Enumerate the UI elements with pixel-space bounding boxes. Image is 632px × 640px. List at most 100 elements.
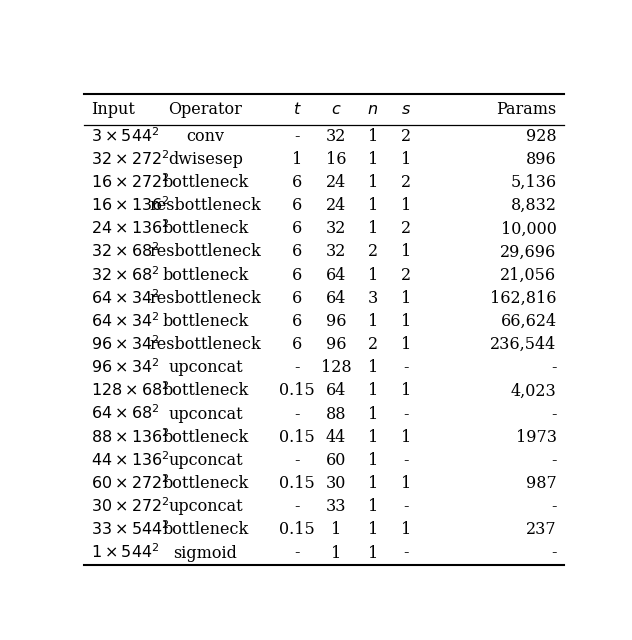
Text: 896: 896 — [526, 151, 557, 168]
Text: 1: 1 — [368, 452, 378, 469]
Text: -: - — [551, 452, 557, 469]
Text: 96: 96 — [326, 313, 346, 330]
Text: 1: 1 — [331, 522, 341, 538]
Text: 33: 33 — [326, 499, 346, 515]
Text: 4,023: 4,023 — [511, 383, 557, 399]
Text: 10,000: 10,000 — [501, 220, 557, 237]
Text: 1: 1 — [368, 522, 378, 538]
Text: 1: 1 — [368, 174, 378, 191]
Text: 1: 1 — [368, 128, 378, 145]
Text: 2: 2 — [401, 128, 411, 145]
Text: resbottleneck: resbottleneck — [150, 197, 261, 214]
Text: $96 \times 34^2$: $96 \times 34^2$ — [91, 335, 160, 354]
Text: resbottleneck: resbottleneck — [150, 336, 261, 353]
Text: 6: 6 — [292, 243, 302, 260]
Text: Input: Input — [91, 101, 135, 118]
Text: $c$: $c$ — [331, 101, 341, 118]
Text: -: - — [551, 545, 557, 561]
Text: $s$: $s$ — [401, 101, 411, 118]
Text: 1: 1 — [368, 220, 378, 237]
Text: 6: 6 — [292, 313, 302, 330]
Text: 5,136: 5,136 — [511, 174, 557, 191]
Text: $n$: $n$ — [367, 101, 379, 118]
Text: $60 \times 272^2$: $60 \times 272^2$ — [91, 474, 170, 493]
Text: 1: 1 — [368, 359, 378, 376]
Text: -: - — [295, 545, 300, 561]
Text: bottleneck: bottleneck — [162, 383, 248, 399]
Text: 6: 6 — [292, 267, 302, 284]
Text: 1: 1 — [401, 522, 411, 538]
Text: bottleneck: bottleneck — [162, 522, 248, 538]
Text: 2: 2 — [401, 220, 411, 237]
Text: $33 \times 544^2$: $33 \times 544^2$ — [91, 520, 170, 540]
Text: 0.15: 0.15 — [279, 475, 315, 492]
Text: bottleneck: bottleneck — [162, 429, 248, 446]
Text: 1: 1 — [368, 545, 378, 561]
Text: 21,056: 21,056 — [501, 267, 557, 284]
Text: $t$: $t$ — [293, 101, 301, 118]
Text: -: - — [295, 499, 300, 515]
Text: 66,624: 66,624 — [501, 313, 557, 330]
Text: resbottleneck: resbottleneck — [150, 243, 261, 260]
Text: -: - — [403, 545, 409, 561]
Text: 1: 1 — [401, 197, 411, 214]
Text: 236,544: 236,544 — [490, 336, 557, 353]
Text: resbottleneck: resbottleneck — [150, 290, 261, 307]
Text: $1 \times 544^2$: $1 \times 544^2$ — [91, 544, 160, 563]
Text: 928: 928 — [526, 128, 557, 145]
Text: 1: 1 — [368, 313, 378, 330]
Text: Operator: Operator — [169, 101, 242, 118]
Text: upconcat: upconcat — [168, 359, 243, 376]
Text: 44: 44 — [326, 429, 346, 446]
Text: 1: 1 — [401, 151, 411, 168]
Text: 237: 237 — [526, 522, 557, 538]
Text: 2: 2 — [401, 174, 411, 191]
Text: 32: 32 — [326, 243, 346, 260]
Text: upconcat: upconcat — [168, 406, 243, 422]
Text: bottleneck: bottleneck — [162, 313, 248, 330]
Text: 24: 24 — [326, 174, 346, 191]
Text: 6: 6 — [292, 197, 302, 214]
Text: 2: 2 — [368, 336, 378, 353]
Text: $32 \times 68^2$: $32 \times 68^2$ — [91, 243, 160, 261]
Text: bottleneck: bottleneck — [162, 267, 248, 284]
Text: -: - — [295, 128, 300, 145]
Text: 1: 1 — [401, 383, 411, 399]
Text: 29,696: 29,696 — [501, 243, 557, 260]
Text: upconcat: upconcat — [168, 499, 243, 515]
Text: -: - — [403, 499, 409, 515]
Text: 96: 96 — [326, 336, 346, 353]
Text: 128: 128 — [321, 359, 351, 376]
Text: 987: 987 — [526, 475, 557, 492]
Text: -: - — [295, 452, 300, 469]
Text: 3: 3 — [368, 290, 378, 307]
Text: 1: 1 — [401, 475, 411, 492]
Text: 1: 1 — [368, 151, 378, 168]
Text: 1: 1 — [368, 383, 378, 399]
Text: $32 \times 272^2$: $32 \times 272^2$ — [91, 150, 170, 169]
Text: -: - — [295, 359, 300, 376]
Text: $88 \times 136^2$: $88 \times 136^2$ — [91, 428, 170, 447]
Text: bottleneck: bottleneck — [162, 174, 248, 191]
Text: 1: 1 — [368, 429, 378, 446]
Text: 1: 1 — [368, 197, 378, 214]
Text: 6: 6 — [292, 174, 302, 191]
Text: $16 \times 136^2$: $16 \times 136^2$ — [91, 196, 170, 215]
Text: 1: 1 — [292, 151, 302, 168]
Text: conv: conv — [186, 128, 224, 145]
Text: $24 \times 136^2$: $24 \times 136^2$ — [91, 220, 170, 238]
Text: $3 \times 544^2$: $3 \times 544^2$ — [91, 127, 160, 145]
Text: 24: 24 — [326, 197, 346, 214]
Text: 32: 32 — [326, 220, 346, 237]
Text: 1973: 1973 — [516, 429, 557, 446]
Text: 2: 2 — [368, 243, 378, 260]
Text: 88: 88 — [326, 406, 346, 422]
Text: 64: 64 — [326, 383, 346, 399]
Text: 1: 1 — [401, 290, 411, 307]
Text: 64: 64 — [326, 290, 346, 307]
Text: bottleneck: bottleneck — [162, 220, 248, 237]
Text: -: - — [295, 406, 300, 422]
Text: $30 \times 272^2$: $30 \times 272^2$ — [91, 497, 170, 516]
Text: 60: 60 — [326, 452, 346, 469]
Text: $64 \times 68^2$: $64 \times 68^2$ — [91, 404, 160, 424]
